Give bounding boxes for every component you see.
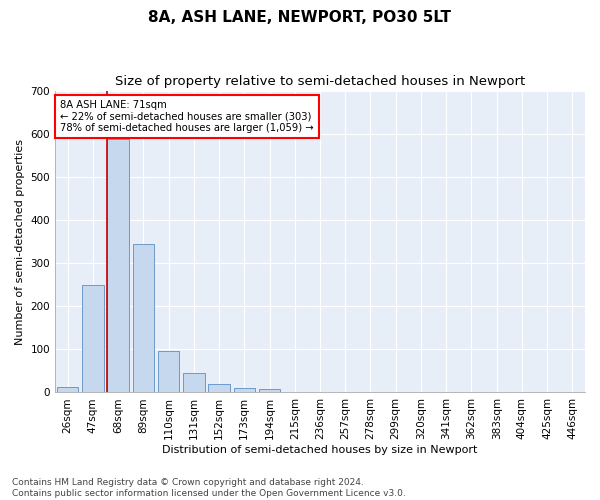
Text: 8A, ASH LANE, NEWPORT, PO30 5LT: 8A, ASH LANE, NEWPORT, PO30 5LT [149, 10, 452, 25]
Bar [233, 388, 255, 392]
Bar [158, 350, 179, 393]
Bar [57, 387, 79, 392]
Bar [82, 286, 104, 393]
Bar [208, 384, 230, 392]
Text: Contains HM Land Registry data © Crown copyright and database right 2024.
Contai: Contains HM Land Registry data © Crown c… [12, 478, 406, 498]
Bar [183, 372, 205, 392]
X-axis label: Distribution of semi-detached houses by size in Newport: Distribution of semi-detached houses by … [163, 445, 478, 455]
Text: 8A ASH LANE: 71sqm
← 22% of semi-detached houses are smaller (303)
78% of semi-d: 8A ASH LANE: 71sqm ← 22% of semi-detache… [61, 100, 314, 133]
Bar [259, 390, 280, 392]
Bar [107, 139, 129, 392]
Title: Size of property relative to semi-detached houses in Newport: Size of property relative to semi-detach… [115, 75, 525, 88]
Bar [133, 244, 154, 392]
Y-axis label: Number of semi-detached properties: Number of semi-detached properties [15, 138, 25, 344]
